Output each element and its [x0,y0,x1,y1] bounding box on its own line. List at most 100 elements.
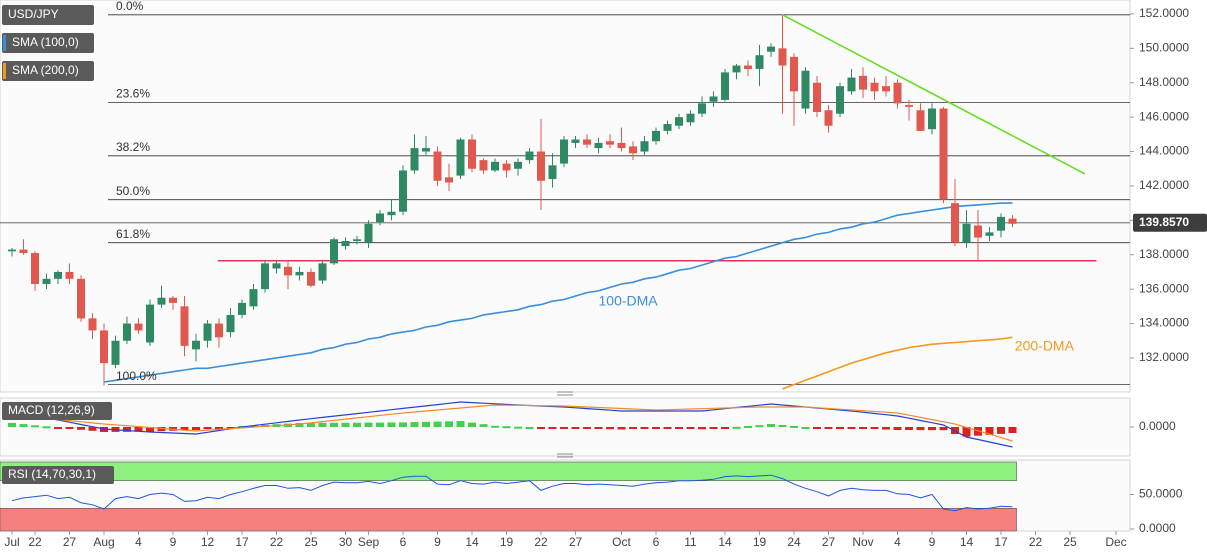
annotation: 200-DMA [1015,338,1075,354]
candle-body [433,151,442,181]
x-tick-label: Oct [612,535,631,549]
histogram-bar [583,427,591,429]
candle-body [652,130,660,142]
candle-body [755,55,764,69]
y-tick-label: 150.0000 [1139,41,1189,55]
candle-body [100,330,108,364]
histogram-bar [686,427,695,429]
histogram-bar [606,427,614,430]
candle-body [54,271,62,279]
candle-body [479,160,488,171]
histogram-bar [893,427,902,430]
y-tick-label: 148.0000 [1139,75,1189,89]
histogram-bar [318,422,327,427]
histogram-bar [928,427,936,431]
histogram-bar [859,427,867,429]
x-tick-label: 25 [304,535,318,549]
legend-box[interactable] [2,61,94,81]
histogram-bar [905,427,913,430]
candle-body [31,253,39,284]
candle-body [65,271,74,279]
histogram-bar [755,425,764,428]
x-tick-label: 24 [787,535,801,549]
candle-body [686,113,695,123]
fib-label: 0.0% [116,0,144,13]
y-tick-label: 146.0000 [1139,109,1189,123]
histogram-bar [617,427,626,430]
legend-swatch [3,35,6,51]
legend-box [2,5,94,25]
indicator-box [2,466,114,484]
histogram-bar [744,426,752,428]
histogram-bar [330,422,338,427]
indicator-title: MACD (12,26,9) [8,403,95,417]
fib-label: 61.8% [116,227,150,241]
candle-body [663,124,672,131]
histogram-bar [721,427,729,429]
candle-body [1008,218,1017,224]
y-tick-label: 138.0000 [1139,247,1189,261]
histogram-bar [675,427,683,429]
y-tick-label: 136.0000 [1139,281,1189,295]
histogram-bar [42,426,51,429]
candle-body [836,86,844,114]
candle-body [801,70,810,109]
candle-body [491,161,499,171]
histogram-bar [157,427,166,432]
candle-body [997,216,1005,231]
candle-body [594,142,603,149]
histogram-bar [560,427,568,429]
histogram-bar [698,427,706,430]
histogram-bar [387,422,396,427]
histogram-bar [652,427,660,429]
histogram-bar [732,426,741,429]
candle-body [77,278,85,319]
oversold-band [0,507,1017,532]
fib-label: 38.2% [116,140,150,154]
sma-line [782,336,1013,390]
x-tick-label: 22 [534,535,548,549]
histogram-bar [801,427,810,429]
y-tick-label: 50.0000 [1139,487,1183,501]
candle-body [238,302,246,315]
candle-body [192,340,200,350]
rsi-line [11,474,1013,512]
candle-body [330,239,338,264]
y-tick-label: 144.0000 [1139,144,1189,158]
legend-box[interactable] [2,33,94,53]
resize-handle[interactable] [557,391,573,458]
sma-line [103,202,1013,383]
candle-body [882,86,890,92]
candle-body [560,139,568,164]
histogram-bar [767,424,775,427]
histogram-bar [514,426,522,429]
x-tick-label: 4 [894,535,901,549]
candle-body [767,46,775,52]
candle-body [928,108,936,130]
candle-body [8,249,16,252]
candle-body [893,82,902,104]
histogram-bar [307,422,315,427]
y-tick-label: 0.0000 [1139,521,1176,535]
candle-body [203,323,212,341]
histogram-bar [778,425,787,427]
fib-label: 50.0% [116,184,150,198]
legend-label: SMA (100,0) [12,35,79,49]
histogram-bar [19,424,28,427]
candle-body [134,323,143,331]
candle-body [675,117,683,126]
candle-body [859,75,867,90]
histogram-bar [215,427,223,429]
histogram-bar [456,421,465,427]
rsi-plot [0,461,1017,532]
candle-body [318,263,327,281]
last-price-label: 139.8570 [1139,215,1189,229]
x-tick-label: Nov [852,535,873,549]
candle-body [376,213,384,223]
x-tick-label: 14 [465,535,479,549]
histogram-bar [1008,427,1017,433]
x-tick-label: 14 [718,535,732,549]
candle-body [249,289,258,307]
